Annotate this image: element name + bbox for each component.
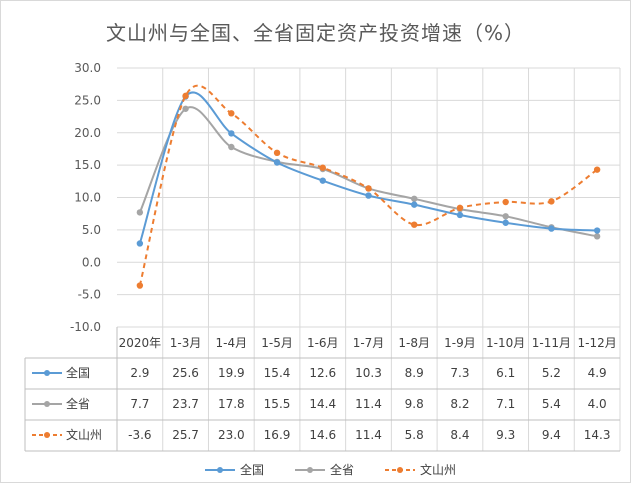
legend-marker: [307, 467, 313, 473]
data-point: [319, 164, 326, 171]
series-line: [138, 91, 598, 244]
y-tick-label: 10.0: [74, 191, 101, 205]
data-label: 12.6: [309, 366, 336, 380]
data-label: 5.8: [405, 428, 424, 442]
data-point: [411, 201, 418, 208]
legend-marker: [397, 467, 403, 473]
data-point: [365, 185, 372, 192]
data-point: [548, 198, 555, 205]
data-point: [548, 225, 555, 232]
data-label: 14.3: [584, 428, 611, 442]
data-label: 4.9: [588, 366, 607, 380]
row-series-name: 全国: [66, 365, 90, 380]
data-point: [136, 209, 144, 216]
data-label: 25.6: [172, 366, 199, 380]
data-label: 9.3: [496, 428, 515, 442]
data-point: [228, 143, 235, 151]
data-label: 9.8: [405, 397, 424, 411]
chart-title: 文山州与全国、全省固定资产投资增速（%）: [105, 21, 525, 45]
data-label: 8.9: [405, 366, 424, 380]
data-label: 17.8: [218, 397, 245, 411]
y-tick-label: 0.0: [82, 255, 101, 269]
data-point: [182, 92, 189, 100]
y-tick-label: -5.0: [78, 288, 101, 302]
data-label: 7.7: [130, 397, 149, 411]
data-point: [228, 110, 235, 117]
row-series-name: 文山州: [66, 427, 102, 442]
data-point: [593, 227, 601, 234]
data-label: 23.7: [172, 397, 199, 411]
category-label: 1-3月: [170, 336, 202, 350]
y-tick-label: 15.0: [74, 158, 101, 172]
category-label: 1-7月: [353, 336, 385, 350]
data-point: [319, 177, 326, 184]
data-label: 8.2: [450, 397, 469, 411]
legend-label: 全国: [240, 462, 264, 477]
y-tick-label: 5.0: [82, 223, 101, 237]
y-tick-label: 20.0: [74, 126, 101, 140]
data-label: 9.4: [542, 428, 561, 442]
data-point: [273, 149, 281, 157]
data-label: 16.9: [264, 428, 291, 442]
data-label: 4.0: [588, 397, 607, 411]
data-label: 15.4: [264, 366, 291, 380]
category-label: 1-11月: [532, 336, 571, 350]
data-label: 23.0: [218, 428, 245, 442]
data-point: [136, 240, 144, 247]
data-label: 5.4: [542, 397, 561, 411]
row-series-name: 全省: [66, 396, 90, 411]
category-label: 1-6月: [307, 336, 339, 350]
series-line: [138, 106, 598, 238]
category-label: 1-4月: [216, 336, 248, 350]
y-tick-label: 25.0: [74, 93, 101, 107]
data-point: [502, 213, 509, 220]
y-tick-label: -10.0: [70, 320, 101, 334]
data-label: 7.3: [450, 366, 469, 380]
data-label: 11.4: [355, 397, 382, 411]
data-point: [502, 198, 509, 206]
y-tick-label: 30.0: [74, 61, 101, 75]
row-legend-marker: [44, 370, 50, 376]
data-point: [456, 204, 464, 212]
row-legend-marker: [44, 401, 50, 407]
data-label: 11.4: [355, 428, 382, 442]
category-label: 1-12月: [578, 336, 617, 350]
legend-label: 全省: [330, 462, 354, 477]
data-label: 14.4: [309, 397, 336, 411]
data-label: 5.2: [542, 366, 561, 380]
category-label: 1-8月: [398, 336, 430, 350]
data-label: 25.7: [172, 428, 199, 442]
data-point: [502, 219, 509, 226]
data-point: [411, 221, 418, 228]
legend-label: 文山州: [420, 462, 456, 477]
data-point: [182, 105, 189, 112]
data-label: 8.4: [450, 428, 469, 442]
row-legend-marker: [44, 432, 50, 438]
data-point: [593, 166, 601, 173]
data-point: [456, 211, 464, 219]
data-label: 15.5: [264, 397, 291, 411]
data-label: -3.6: [128, 428, 151, 442]
category-label: 1-10月: [486, 336, 525, 350]
data-label: 6.1: [496, 366, 515, 380]
category-label: 2020年: [119, 336, 162, 350]
data-label: 14.6: [309, 428, 336, 442]
data-label: 19.9: [218, 366, 245, 380]
data-point: [228, 130, 235, 137]
category-label: 1-9月: [444, 336, 476, 350]
data-point: [593, 233, 601, 240]
data-point: [273, 159, 281, 166]
data-label: 7.1: [496, 397, 515, 411]
legend-marker: [217, 467, 223, 473]
data-point: [136, 282, 144, 289]
data-label: 2.9: [130, 366, 149, 380]
data-point: [411, 195, 418, 202]
data-point: [365, 192, 372, 199]
data-label: 10.3: [355, 366, 382, 380]
category-label: 1-5月: [261, 336, 293, 350]
